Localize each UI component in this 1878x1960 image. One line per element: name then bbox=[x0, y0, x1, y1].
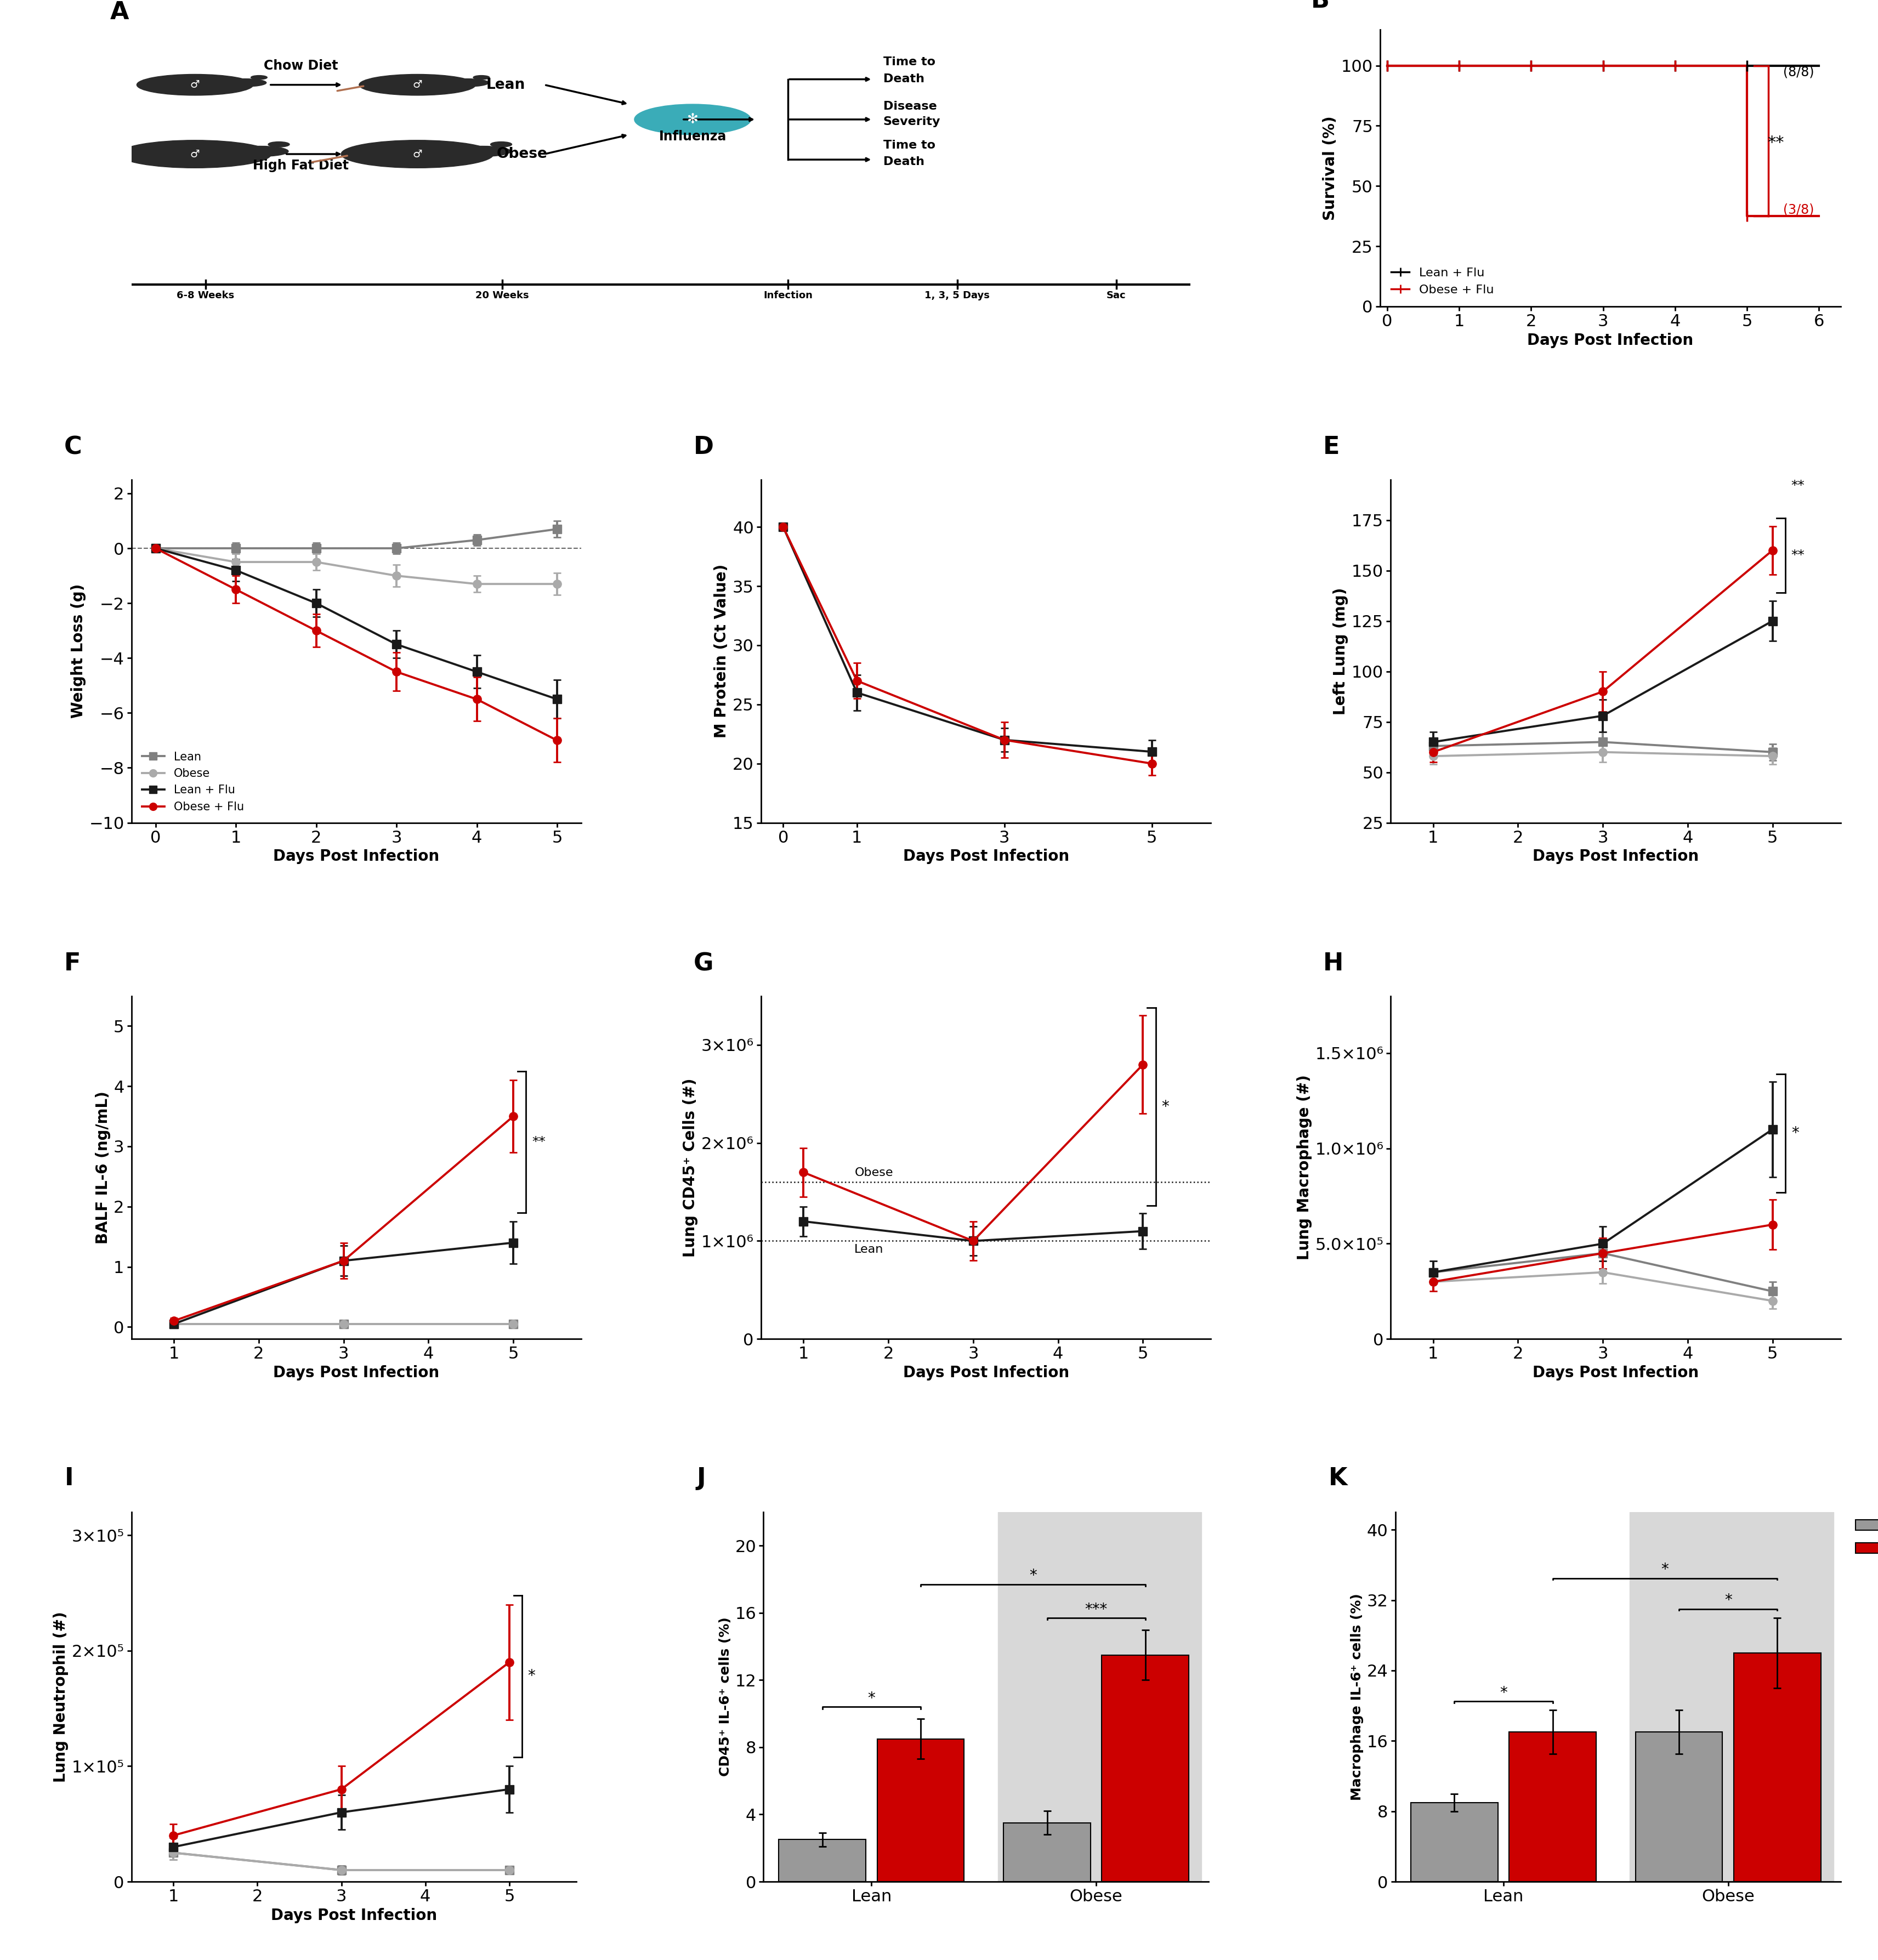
Bar bbox=[779, 1840, 866, 1882]
Bar bbox=[1410, 1803, 1499, 1882]
Text: **: ** bbox=[1767, 135, 1784, 151]
Text: ♂: ♂ bbox=[413, 80, 423, 90]
Text: *: * bbox=[528, 1668, 535, 1684]
X-axis label: Days Post Infection: Days Post Infection bbox=[1532, 1366, 1700, 1380]
Bar bbox=[1102, 1654, 1189, 1882]
X-axis label: Days Post Infection: Days Post Infection bbox=[903, 1366, 1069, 1380]
Text: Influenza: Influenza bbox=[659, 129, 727, 143]
Ellipse shape bbox=[118, 141, 270, 169]
Legend: Saline, Flu: Saline, Flu bbox=[1850, 1513, 1878, 1562]
X-axis label: Days Post Infection: Days Post Infection bbox=[903, 849, 1069, 864]
Y-axis label: CD45⁺ IL-6⁺ cells (%): CD45⁺ IL-6⁺ cells (%) bbox=[719, 1617, 732, 1776]
Text: 6-8 Weeks: 6-8 Weeks bbox=[177, 290, 235, 300]
Text: J: J bbox=[697, 1466, 706, 1490]
Text: Time to: Time to bbox=[883, 57, 935, 67]
Text: *: * bbox=[1162, 1100, 1170, 1115]
Text: *: * bbox=[1724, 1593, 1732, 1609]
Y-axis label: Macrophage IL-6⁺ cells (%): Macrophage IL-6⁺ cells (%) bbox=[1350, 1593, 1363, 1801]
Text: 1, 3, 5 Days: 1, 3, 5 Days bbox=[924, 290, 990, 300]
Text: Severity: Severity bbox=[883, 116, 941, 127]
Text: (3/8): (3/8) bbox=[1782, 204, 1814, 216]
Text: 20 Weeks: 20 Weeks bbox=[475, 290, 530, 300]
Y-axis label: Survival (%): Survival (%) bbox=[1322, 116, 1337, 220]
Ellipse shape bbox=[252, 74, 267, 80]
Text: *: * bbox=[1662, 1562, 1670, 1578]
Ellipse shape bbox=[473, 74, 490, 80]
Text: I: I bbox=[64, 1466, 73, 1490]
Bar bbox=[1510, 1733, 1596, 1882]
Text: ♂: ♂ bbox=[190, 80, 199, 90]
Y-axis label: Weight Loss (g): Weight Loss (g) bbox=[71, 584, 86, 719]
X-axis label: Days Post Infection: Days Post Infection bbox=[272, 849, 439, 864]
Y-axis label: Left Lung (mg): Left Lung (mg) bbox=[1333, 588, 1348, 715]
Text: A: A bbox=[111, 0, 130, 24]
Ellipse shape bbox=[269, 141, 289, 147]
Text: F: F bbox=[64, 953, 81, 976]
Legend: Lean + Flu, Obese + Flu: Lean + Flu, Obese + Flu bbox=[1386, 263, 1499, 300]
Y-axis label: Lung CD45⁺ Cells (#): Lung CD45⁺ Cells (#) bbox=[684, 1078, 699, 1256]
X-axis label: Days Post Infection: Days Post Infection bbox=[270, 1907, 438, 1923]
Text: Death: Death bbox=[883, 157, 924, 167]
Text: B: B bbox=[1311, 0, 1330, 14]
Text: ♂: ♂ bbox=[413, 149, 423, 159]
Ellipse shape bbox=[137, 74, 254, 96]
Text: Obese: Obese bbox=[498, 147, 548, 161]
Text: Obese: Obese bbox=[854, 1168, 894, 1178]
Text: G: G bbox=[693, 953, 714, 976]
Text: ***: *** bbox=[1085, 1601, 1108, 1617]
Text: *: * bbox=[1029, 1568, 1037, 1584]
Text: Infection: Infection bbox=[762, 290, 813, 300]
Text: *: * bbox=[1792, 1125, 1799, 1141]
Bar bbox=[1630, 1513, 1833, 1882]
Text: Time to: Time to bbox=[883, 139, 935, 151]
Y-axis label: BALF IL-6 (ng/mL): BALF IL-6 (ng/mL) bbox=[96, 1092, 111, 1245]
Y-axis label: M Protein (Ct Value): M Protein (Ct Value) bbox=[714, 564, 729, 739]
Text: K: K bbox=[1328, 1466, 1348, 1490]
X-axis label: Days Post Infection: Days Post Infection bbox=[1527, 333, 1694, 349]
Text: Sac: Sac bbox=[1106, 290, 1127, 300]
Ellipse shape bbox=[342, 141, 494, 169]
Bar bbox=[877, 1739, 963, 1882]
Bar bbox=[1636, 1733, 1722, 1882]
Text: High Fat Diet: High Fat Diet bbox=[254, 159, 349, 172]
Text: Lean: Lean bbox=[486, 78, 526, 92]
Text: *: * bbox=[868, 1691, 875, 1705]
Y-axis label: Lung Macrophage (#): Lung Macrophage (#) bbox=[1296, 1074, 1313, 1260]
Text: H: H bbox=[1324, 953, 1345, 976]
Legend: Lean, Obese, Lean + Flu, Obese + Flu: Lean, Obese, Lean + Flu, Obese + Flu bbox=[137, 747, 248, 817]
Bar bbox=[1733, 1652, 1822, 1882]
Text: Chow Diet: Chow Diet bbox=[263, 59, 338, 73]
Text: ♂: ♂ bbox=[190, 149, 199, 159]
Y-axis label: Lung Neutrophil (#): Lung Neutrophil (#) bbox=[53, 1611, 68, 1782]
Text: **: ** bbox=[1792, 549, 1805, 563]
X-axis label: Days Post Infection: Days Post Infection bbox=[272, 1366, 439, 1380]
Ellipse shape bbox=[453, 147, 511, 157]
Text: D: D bbox=[693, 435, 714, 459]
Bar bbox=[1003, 1823, 1091, 1882]
Text: Death: Death bbox=[883, 73, 924, 84]
Text: **: ** bbox=[1792, 478, 1805, 492]
Bar bbox=[997, 1513, 1202, 1882]
Text: C: C bbox=[64, 435, 83, 459]
Text: **: ** bbox=[531, 1135, 545, 1149]
Text: *: * bbox=[1501, 1686, 1508, 1701]
Ellipse shape bbox=[445, 78, 488, 86]
Ellipse shape bbox=[359, 74, 475, 96]
Text: Lean: Lean bbox=[854, 1245, 885, 1254]
Ellipse shape bbox=[490, 141, 513, 147]
Text: Disease: Disease bbox=[883, 102, 937, 112]
Text: E: E bbox=[1324, 435, 1341, 459]
Ellipse shape bbox=[223, 78, 267, 86]
Text: ✻: ✻ bbox=[687, 114, 699, 125]
Ellipse shape bbox=[231, 147, 289, 157]
Text: (8/8): (8/8) bbox=[1782, 65, 1814, 78]
Circle shape bbox=[635, 104, 751, 135]
X-axis label: Days Post Infection: Days Post Infection bbox=[1532, 849, 1700, 864]
